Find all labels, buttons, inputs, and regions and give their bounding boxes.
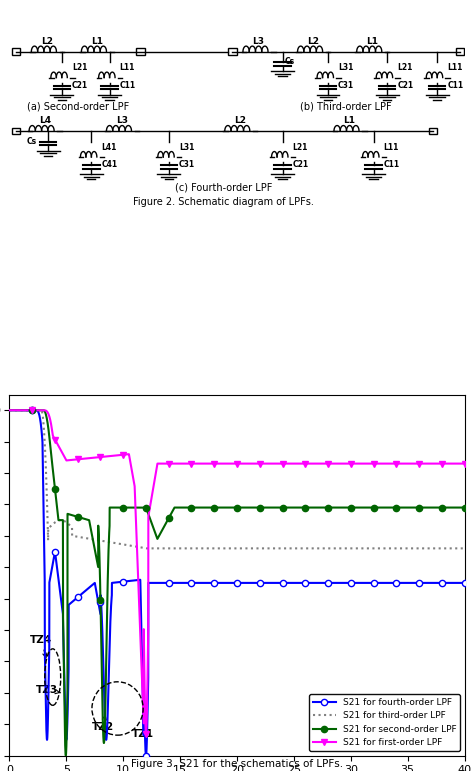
Text: C11: C11	[447, 81, 464, 89]
Text: L3: L3	[253, 36, 264, 45]
Text: L21: L21	[397, 63, 412, 72]
Text: L31: L31	[179, 143, 194, 152]
Text: C11: C11	[119, 81, 136, 89]
Bar	[12, 49, 20, 55]
Text: L31: L31	[338, 63, 354, 72]
Text: L2: L2	[235, 116, 246, 125]
Text: L21: L21	[292, 143, 308, 152]
Text: TZ3: TZ3	[36, 685, 61, 695]
Text: Figure 3. S21 for the schematics of LPFs.: Figure 3. S21 for the schematics of LPFs…	[131, 759, 343, 769]
Text: L3: L3	[116, 116, 128, 125]
Legend: S21 for fourth-order LPF, S21 for third-order LPF, S21 for second-order LPF, S21: S21 for fourth-order LPF, S21 for third-…	[310, 695, 460, 751]
Text: TZ1: TZ1	[132, 715, 155, 739]
Text: (b) Third-order LPF: (b) Third-order LPF	[301, 101, 392, 111]
Bar	[137, 49, 145, 55]
Text: TZ4: TZ4	[30, 635, 52, 658]
Text: C21: C21	[397, 81, 413, 89]
Bar	[12, 128, 20, 134]
Text: Cs: Cs	[285, 57, 295, 66]
Text: L41: L41	[101, 143, 117, 152]
Text: L1: L1	[344, 116, 356, 125]
Text: Figure 2. Schematic diagram of LPFs.: Figure 2. Schematic diagram of LPFs.	[133, 197, 314, 207]
Text: C31: C31	[179, 160, 195, 169]
Text: C41: C41	[101, 160, 118, 169]
Text: L1: L1	[366, 36, 378, 45]
Text: L11: L11	[119, 63, 135, 72]
Text: C21: C21	[292, 160, 309, 169]
Text: L2: L2	[41, 36, 53, 45]
Text: C31: C31	[338, 81, 354, 89]
Text: C21: C21	[72, 81, 88, 89]
Text: TZ2: TZ2	[91, 715, 113, 732]
Text: C11: C11	[383, 160, 400, 169]
Text: Cs: Cs	[27, 136, 37, 146]
Text: (a) Second-order LPF: (a) Second-order LPF	[27, 101, 129, 111]
Text: (c) Fourth-order LPF: (c) Fourth-order LPF	[174, 183, 272, 193]
Text: L4: L4	[39, 116, 51, 125]
Text: L11: L11	[447, 63, 463, 72]
Bar	[428, 128, 437, 134]
Text: L2: L2	[307, 36, 319, 45]
Text: L21: L21	[72, 63, 87, 72]
Bar	[456, 49, 464, 55]
Text: L11: L11	[383, 143, 399, 152]
Bar	[228, 49, 237, 55]
Text: L1: L1	[91, 36, 103, 45]
